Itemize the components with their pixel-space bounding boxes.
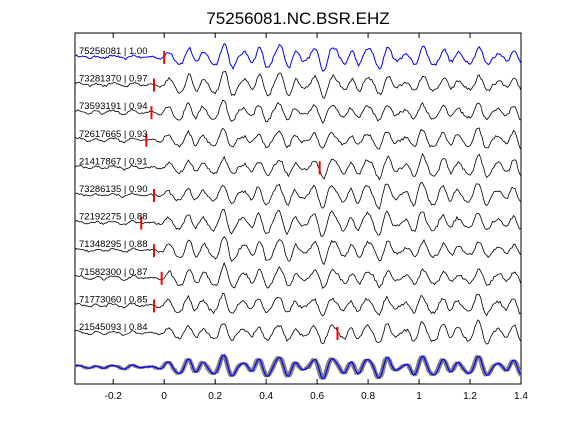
traces-group: [74, 42, 522, 345]
x-tick-label: 1: [416, 391, 422, 402]
waveform-trace: [74, 152, 522, 181]
trace-label: 73281370 | 0.97: [79, 74, 148, 85]
waveform-trace: [74, 319, 522, 345]
trace-labels-group: 75256081 | 1.00 73281370 | 0.97 73593191 |…: [79, 46, 148, 333]
waveform-trace: [74, 236, 522, 266]
trace-label: 21417867 | 0.91: [79, 156, 148, 167]
x-tick-label: 0.8: [361, 391, 375, 402]
trace-label: 73593191 | 0.94: [79, 101, 148, 112]
x-tick-label: 1.4: [514, 391, 528, 402]
trace-label: 72192275 | 0.88: [79, 212, 148, 223]
plot-frame: [74, 32, 522, 385]
x-tick-label: 1.2: [463, 391, 477, 402]
chart-title: 75256081.NC.BSR.EHZ: [206, 9, 389, 28]
trace-label: 71773060 | 0.85: [79, 294, 148, 305]
x-tick-label: 0.2: [208, 391, 222, 402]
waveform-trace: [74, 42, 522, 72]
trace-label: 75256081 | 1.00: [79, 46, 148, 57]
x-tick-label: -0.2: [105, 391, 123, 402]
picks-group: [140, 51, 339, 340]
waveform-trace: [74, 182, 522, 210]
trace-label: 71348295 | 0.88: [79, 239, 148, 250]
waveform-trace: [74, 127, 522, 150]
waveform-trace: [74, 71, 522, 99]
waveform-trace: [74, 261, 522, 289]
x-tick-label: 0.6: [310, 391, 324, 402]
stack-trace: [74, 354, 522, 380]
waveform-trace: [74, 99, 522, 124]
trace-label: 71582300 | 0.87: [79, 267, 148, 278]
stack-overlay-group: [74, 353, 522, 381]
trace-label: 72617665 | 0.93: [79, 129, 148, 140]
x-tick-label: 0: [161, 391, 167, 402]
x-axis: -0.2 0 0.2 0.4 0.6 0.8 1 1.2 1.4: [105, 33, 528, 402]
x-tick-label: 0.4: [259, 391, 273, 402]
waveform-trace: [74, 292, 522, 317]
stack-reference-trace: [74, 354, 522, 380]
trace-label: 73286135 | 0.90: [79, 184, 148, 195]
waveform-trace: [74, 208, 522, 237]
trace-label: 21545093 | 0.84: [79, 322, 148, 333]
